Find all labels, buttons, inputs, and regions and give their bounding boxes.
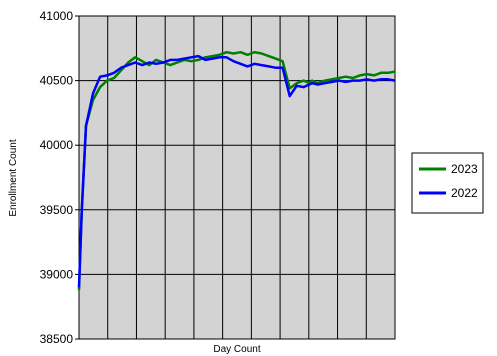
y-tick-labels: 38500 39000 39500 40000 40500 41000 [40,9,79,346]
y-tick-label: 41000 [40,9,74,23]
y-tick-label: 39500 [40,203,74,217]
y-axis-label: Enrollment Count [8,139,19,216]
legend-label-2022: 2022 [451,186,478,200]
grid-lines [79,16,395,339]
x-axis-label: Day Count [213,344,260,355]
plot-area [78,15,396,340]
series-line-2023 [77,50,396,290]
legend: 2023 2022 [411,152,484,214]
y-tick-label: 40500 [40,74,74,88]
legend-label-2023: 2023 [451,162,478,176]
series-line-2022 [77,54,396,288]
y-tick-label: 39000 [40,267,74,281]
legend-box [411,152,484,214]
y-tick-label: 40000 [40,138,74,152]
series-lines [77,50,396,290]
y-tick-label: 38500 [40,332,74,346]
